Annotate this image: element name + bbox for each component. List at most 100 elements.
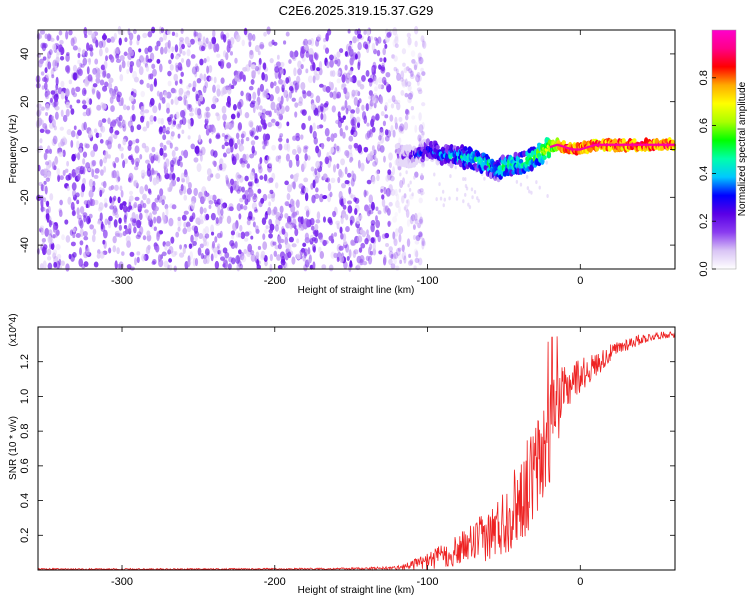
spectrogram-cell: [284, 212, 289, 219]
spectrogram-cell: [190, 54, 196, 59]
spectrogram-cell: [319, 237, 324, 243]
spectrogram-cell: [340, 106, 346, 111]
spectrogram-cell: [85, 143, 90, 149]
spectrogram-cell: [83, 214, 87, 223]
spectrogram-cell: [394, 122, 399, 130]
spectrogram-cell: [158, 102, 162, 111]
spectrogram-cell: [176, 176, 181, 182]
spectrogram-cell: [348, 186, 352, 195]
spectrogram-cell: [409, 180, 412, 185]
spectrogram-cell: [118, 37, 122, 46]
spectrogram-cell: [52, 223, 56, 233]
spectrogram-cell: [439, 159, 445, 166]
spectrogram-cell: [176, 123, 182, 130]
spectrogram-cell: [470, 187, 474, 192]
spectrogram-cell: [439, 196, 443, 201]
spectrogram-cell: [232, 222, 238, 232]
spectrogram-cell: [546, 193, 549, 198]
spectrogram-cell: [204, 192, 210, 197]
spectrogram-cell: [174, 156, 178, 165]
spectrogram-cell: [292, 135, 297, 141]
spectrogram-cell: [310, 225, 315, 231]
spectrogram-cell: [130, 125, 135, 133]
spectrogram-ridge-core: [549, 143, 675, 151]
spectrogram-cell: [72, 233, 76, 239]
spectrogram-cell: [421, 102, 426, 107]
spectrogram-cell: [371, 175, 376, 185]
spectrogram-cell: [236, 138, 241, 145]
spectrogram-cell: [415, 234, 421, 240]
spectrogram-cell: [148, 189, 152, 195]
spectrogram-cell: [419, 232, 423, 239]
spectrogram-cell: [353, 142, 359, 149]
spectrogram-cell: [277, 71, 282, 80]
spectrogram-cell: [293, 80, 298, 86]
spectrogram-cell: [561, 140, 566, 145]
spectrogram-cell: [248, 50, 254, 60]
spectrogram-cell: [381, 233, 387, 240]
spectrogram-cell: [169, 113, 174, 119]
spectrogram-cell: [385, 71, 391, 78]
spectrogram-cell: [107, 154, 111, 159]
spectrogram-cell: [86, 215, 91, 225]
spectrogram-cell: [45, 200, 50, 207]
spectrogram-cell: [283, 90, 289, 99]
spectrogram-cell: [115, 170, 120, 179]
spectrogram-cell: [78, 217, 83, 227]
spectrogram-cell: [307, 75, 314, 84]
spectrogram-cell: [157, 117, 162, 124]
spectrogram-cell: [124, 228, 129, 235]
spectrogram-cell: [416, 87, 423, 92]
spectrogram-cell: [406, 32, 412, 38]
spectrogram-cell: [43, 152, 48, 161]
spectrogram-cell: [282, 40, 287, 45]
spectrogram-cell: [67, 196, 72, 205]
spectrogram-cell: [39, 263, 44, 270]
spectrogram-cell: [56, 168, 61, 176]
spectrogram-cell: [43, 168, 47, 176]
spectrogram-cell: [325, 32, 329, 42]
colorbar-gradient: [712, 30, 736, 269]
spectrogram-cell: [114, 130, 120, 136]
spectrogram-cell: [219, 163, 223, 171]
spectrogram-cell: [171, 172, 176, 181]
spectrogram-cell: [120, 153, 124, 160]
spectrogram-cell: [215, 203, 221, 210]
colorbar-label: Normalized spectral amplitude: [737, 81, 748, 216]
spectrogram-cell: [242, 153, 247, 162]
spectrogram-cell: [156, 194, 160, 201]
spectrogram-cell: [235, 255, 241, 264]
spectrogram-cell: [61, 234, 65, 241]
spectrogram-cell: [327, 182, 332, 192]
spectrogram-cell: [267, 193, 272, 199]
spectrogram-cell: [138, 66, 144, 76]
spectrogram-cell: [383, 155, 386, 163]
spectrogram-cell: [365, 132, 370, 140]
spectrogram-cell: [258, 111, 262, 117]
spectrogram-cell: [204, 233, 210, 239]
spectrogram-cell: [243, 248, 247, 255]
spectrogram-cell: [259, 44, 265, 49]
spectrogram-cell: [90, 198, 96, 207]
spectrogram-cell: [349, 40, 353, 45]
spectrogram-cell: [60, 91, 65, 100]
spectrogram-cell: [394, 36, 399, 45]
spectrogram-cell: [399, 123, 405, 132]
spectrogram-cell: [397, 99, 401, 105]
spectrogram-cell: [395, 200, 400, 209]
spectrogram-cell: [197, 40, 203, 46]
spectrogram-cell: [131, 113, 136, 122]
spectrogram-cell: [183, 149, 189, 159]
spectrogram-cell: [193, 225, 199, 234]
spectrogram-cell: [279, 133, 284, 138]
spectrogram-cell: [411, 59, 416, 64]
spectrogram-cell: [330, 146, 335, 153]
spectrogram-cell: [139, 226, 144, 235]
spectrogram-cell: [382, 47, 386, 56]
spectrogram-cell: [238, 98, 244, 108]
spectrogram-cell: [103, 60, 108, 70]
spectrogram-cell: [110, 55, 115, 63]
spectrogram-cell: [79, 165, 84, 175]
spectrogram-cell: [371, 95, 377, 104]
spectrogram-cell: [115, 54, 120, 60]
